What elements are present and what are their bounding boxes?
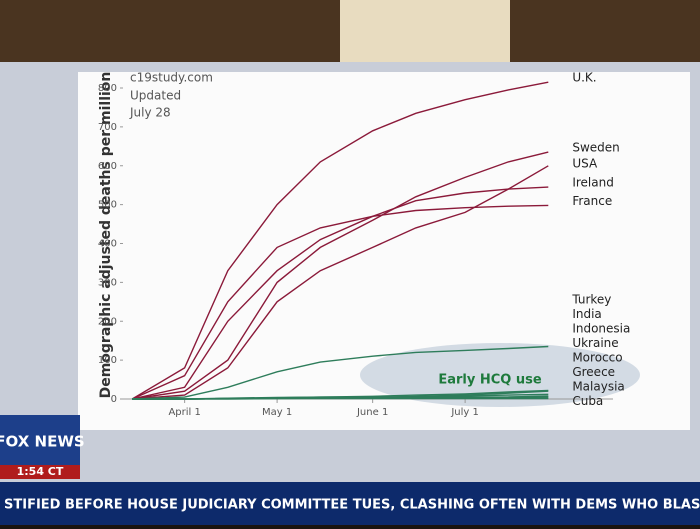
updated-date: July 28 <box>129 106 171 120</box>
legend-label: Greece <box>572 365 615 379</box>
y-tick-label: 800 <box>98 83 117 94</box>
legend-label: USA <box>572 157 598 171</box>
legend-label: Malaysia <box>572 380 624 394</box>
y-tick-label: 500 <box>98 200 117 211</box>
y-tick-label: 300 <box>98 277 117 288</box>
legend-label: U.K. <box>572 71 596 85</box>
y-tick-label: 0 <box>111 394 117 405</box>
x-tick-label: June 1 <box>356 407 388 418</box>
fox-logo: FOX NEWS <box>0 433 85 451</box>
legend-label: Indonesia <box>572 322 630 336</box>
hcq-label: Early HCQ use <box>438 373 542 388</box>
ticker: STIFIED BEFORE HOUSE JUDICIARY COMMITTEE… <box>4 498 700 513</box>
y-axis-label: Demographic adjusted deaths per million <box>98 72 114 399</box>
legend-label: Morocco <box>572 351 622 365</box>
x-tick-label: April 1 <box>168 407 200 418</box>
legend-label: Sweden <box>572 141 619 155</box>
y-tick-label: 100 <box>98 355 117 366</box>
legend-label: Cuba <box>572 394 603 408</box>
legend-label: India <box>572 307 601 321</box>
legend-label: Turkey <box>571 293 611 307</box>
legend-label: Ireland <box>572 176 614 190</box>
x-tick-label: July 1 <box>450 407 479 418</box>
y-tick-label: 400 <box>98 239 117 250</box>
y-tick-label: 600 <box>98 161 117 172</box>
source: c19study.com <box>130 71 213 85</box>
time: 1:54 CT <box>17 465 64 478</box>
legend-label: Ukraine <box>572 336 618 350</box>
x-tick-label: May 1 <box>262 407 292 418</box>
y-tick-label: 200 <box>98 316 117 327</box>
y-tick-label: 700 <box>98 122 117 133</box>
updated: Updated <box>130 89 181 103</box>
picture-frame <box>340 0 510 66</box>
legend-label: France <box>572 194 612 208</box>
